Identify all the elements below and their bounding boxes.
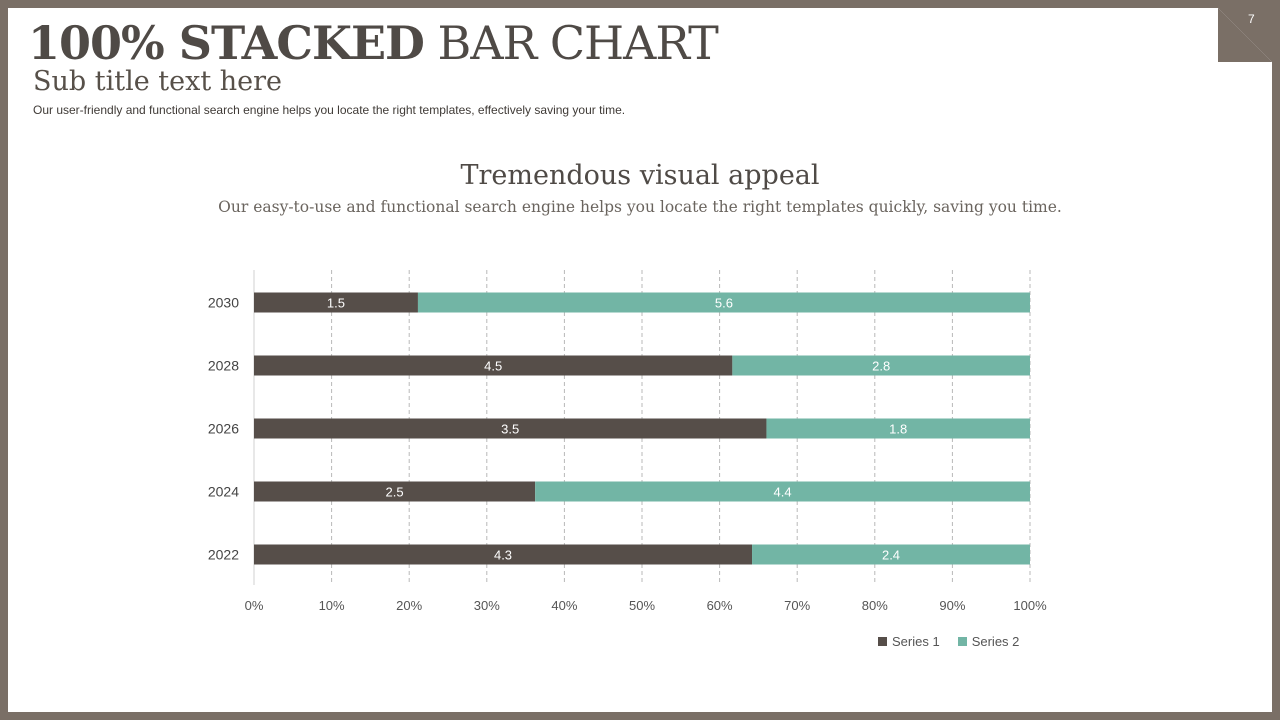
legend-label-series-2: Series 2 (971, 634, 1020, 649)
y-tick-label: 2030 (208, 295, 239, 311)
x-tick-label: 50% (629, 598, 655, 613)
x-tick-label: 20% (396, 598, 422, 613)
data-label-series-1: 1.5 (327, 296, 345, 311)
legend-label-series-1: Series 1 (892, 634, 940, 649)
y-tick-label: 2028 (208, 358, 239, 374)
chart-title: Tremendous visual appeal (460, 160, 820, 191)
legend-item-series-2: Series 2 (957, 634, 1020, 649)
y-tick-label: 2022 (208, 547, 239, 563)
bar-series-2 (535, 481, 1030, 502)
data-label-series-2: 1.8 (889, 422, 907, 437)
bar-series-2 (417, 292, 1030, 313)
bar-series-2 (752, 544, 1030, 565)
data-label-series-1: 2.5 (386, 485, 404, 500)
x-tick-label: 80% (862, 598, 888, 613)
slide-title-rest: BAR CHART (423, 16, 719, 70)
chart-legend: Series 1 Series 2 (878, 634, 1019, 649)
bar-series-2 (732, 355, 1030, 376)
slide-description: Our user-friendly and functional search … (33, 103, 626, 117)
x-tick-label: 40% (551, 598, 577, 613)
bar-series-2 (766, 418, 1030, 439)
y-tick-label: 2026 (208, 421, 239, 437)
x-tick-label: 70% (784, 598, 810, 613)
data-label-series-2: 2.4 (882, 548, 900, 563)
slide-title-bold: 100% STACKED (28, 16, 425, 70)
bar-series-1 (254, 355, 733, 376)
slide-subtitle: Sub title text here (33, 66, 283, 97)
x-tick-label: 60% (707, 598, 733, 613)
page-number: 7 (1248, 12, 1255, 26)
data-label-series-2: 4.4 (774, 485, 792, 500)
data-label-series-2: 5.6 (715, 296, 733, 311)
bar-series-1 (254, 544, 753, 565)
legend-item-series-1: Series 1 (878, 634, 940, 649)
data-label-series-2: 2.8 (872, 359, 890, 374)
x-tick-label: 0% (245, 598, 264, 613)
legend-swatch-series-1 (878, 637, 887, 646)
bar-series-1 (254, 418, 767, 439)
x-tick-label: 10% (319, 598, 345, 613)
legend-swatch-series-2 (957, 637, 967, 646)
y-tick-label: 2024 (208, 484, 239, 500)
data-label-series-1: 4.3 (494, 548, 512, 563)
x-tick-label: 30% (474, 598, 500, 613)
x-tick-label: 90% (939, 598, 965, 613)
data-label-series-1: 3.5 (501, 422, 519, 437)
slide-title: 100% STACKED BAR CHART (28, 16, 719, 70)
data-label-series-1: 4.5 (484, 359, 502, 374)
bar-series-1 (254, 292, 418, 313)
x-tick-label: 100% (1013, 598, 1047, 613)
chart-subtitle: Our easy-to-use and functional search en… (218, 198, 1062, 216)
bar-series-1 (254, 481, 536, 502)
